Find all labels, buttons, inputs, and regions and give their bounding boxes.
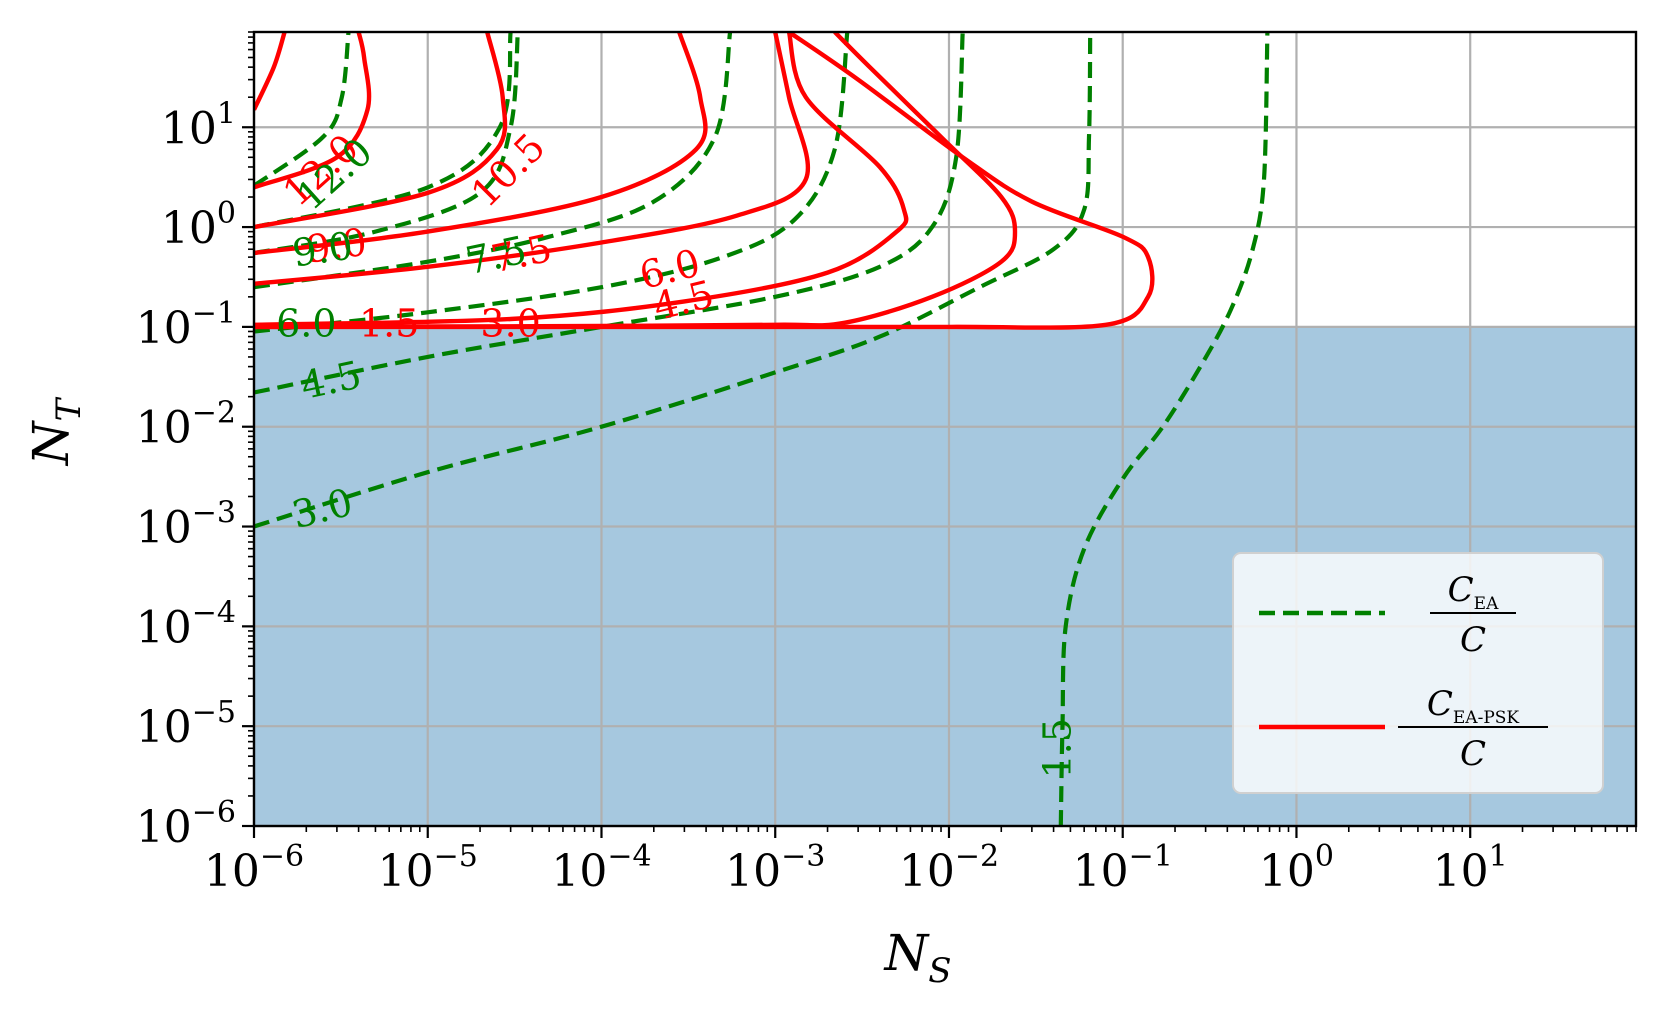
y-tick-label: 10−5 [136, 695, 236, 753]
y-axis-title-main: N [22, 419, 80, 466]
x-tick-label: 10−1 [1073, 839, 1173, 897]
y-tick-exponent: −5 [192, 695, 236, 730]
contour-line-cea-psk-9-0 [254, 32, 508, 230]
axes-frame [252, 30, 1638, 828]
x-tick-base: 10 [551, 846, 607, 897]
contour-line-cea-psk-12-0 [254, 32, 287, 111]
y-tick-base: 10 [161, 103, 217, 154]
contour-line-cea-10-5 [254, 32, 513, 230]
x-tick-label: 101 [1433, 839, 1508, 897]
y-tick-exponent: −4 [192, 595, 236, 630]
y-tick-exponent: −6 [192, 795, 236, 830]
x-tick-base: 10 [1433, 846, 1489, 897]
x-tick-label: 10−3 [725, 839, 825, 897]
y-axis-title-sub: T [49, 396, 89, 421]
x-tick-base: 10 [1259, 846, 1315, 897]
x-tick-label: 10−2 [899, 839, 999, 897]
x-tick-exponent: −2 [955, 839, 999, 874]
y-tick-label: 10−3 [136, 496, 236, 554]
x-tick-base: 10 [899, 846, 955, 897]
contour-line-cea-1-5 [1058, 32, 1270, 826]
x-tick-exponent: −3 [781, 839, 825, 874]
legend-denominator: C [1460, 620, 1486, 660]
contour-label: 3.0 [480, 301, 540, 345]
y-tick-exponent: −1 [192, 296, 236, 331]
contour-label: 9.0 [303, 220, 369, 272]
legend-numerator: CEA [1448, 570, 1499, 614]
y-tick-label: 10−2 [136, 396, 236, 454]
legend-numerator: CEA-PSK [1427, 684, 1520, 728]
y-tick-exponent: 1 [217, 96, 236, 131]
x-tick-exponent: −5 [434, 839, 478, 874]
axis-ticks: 10−6 10−5 10−4 10−3 10−2 10−1 100 10110−610−510… [136, 31, 1637, 897]
legend-subscript: EA-PSK [1453, 708, 1520, 728]
x-axis-title-main: N [883, 924, 930, 982]
contour-label: 6.0 [276, 301, 336, 345]
contour-line-cea-6-0 [254, 32, 850, 334]
contour-label: 1.5 [359, 301, 419, 345]
x-tick-exponent: −1 [1129, 839, 1173, 874]
y-tick-label: 10−6 [136, 795, 236, 853]
y-tick-base: 10 [136, 602, 192, 653]
y-tick-base: 10 [161, 203, 217, 254]
contour-line-cea-psk-7-5 [254, 32, 708, 256]
legend-subscript: EA [1474, 594, 1499, 614]
y-tick-label: 10−1 [136, 296, 236, 354]
x-tick-base: 10 [1073, 846, 1129, 897]
y-tick-label: 100 [161, 196, 236, 254]
x-tick-base: 10 [725, 846, 781, 897]
x-tick-label: 10−4 [551, 839, 651, 897]
contour-line-cea-3-0 [254, 32, 1093, 529]
y-tick-exponent: −3 [192, 496, 236, 531]
y-tick-exponent: −2 [192, 396, 236, 431]
y-tick-base: 10 [136, 702, 192, 753]
contour-line-cea-12-0 [254, 32, 351, 188]
contour-line-cea-psk-6-0 [254, 32, 811, 286]
y-tick-exponent: 0 [217, 196, 236, 231]
contour-label: 1.5 [1035, 718, 1079, 778]
x-tick-exponent: 0 [1315, 839, 1334, 874]
legend-box [1232, 552, 1604, 794]
x-axis-title: NS [883, 924, 951, 991]
y-tick-base: 10 [136, 503, 192, 554]
legend-symbol: C [1448, 570, 1474, 610]
contour-line-cea-9-0 [254, 32, 520, 256]
y-tick-label: 101 [161, 96, 236, 154]
y-tick-base: 10 [136, 303, 192, 354]
x-tick-exponent: −6 [260, 839, 304, 874]
y-tick-base: 10 [136, 403, 192, 454]
contour-line-cea-4-5 [254, 32, 965, 395]
x-tick-label: 100 [1259, 839, 1334, 897]
legend-denominator: C [1460, 734, 1486, 774]
x-tick-exponent: 1 [1489, 839, 1508, 874]
y-tick-label: 10−4 [136, 595, 236, 653]
contour-line-cea-psk-3-0 [254, 32, 1018, 330]
legend-symbol: C [1427, 684, 1453, 724]
x-axis-title-sub: S [928, 951, 951, 991]
y-tick-base: 10 [136, 802, 192, 853]
contour-lines [254, 32, 1270, 826]
contour-label: 9.0 [290, 224, 356, 276]
x-tick-label: 10−5 [378, 839, 478, 897]
y-axis-title: NT [22, 396, 89, 466]
x-tick-label: 10−6 [204, 839, 304, 897]
x-tick-base: 10 [378, 846, 434, 897]
x-tick-base: 10 [204, 846, 260, 897]
x-tick-exponent: −4 [607, 839, 651, 874]
contour-line-cea-psk-10-5 [254, 32, 372, 190]
contour-line-cea-7-5 [254, 32, 733, 290]
contour-line-cea-psk-4-5 [254, 32, 909, 327]
